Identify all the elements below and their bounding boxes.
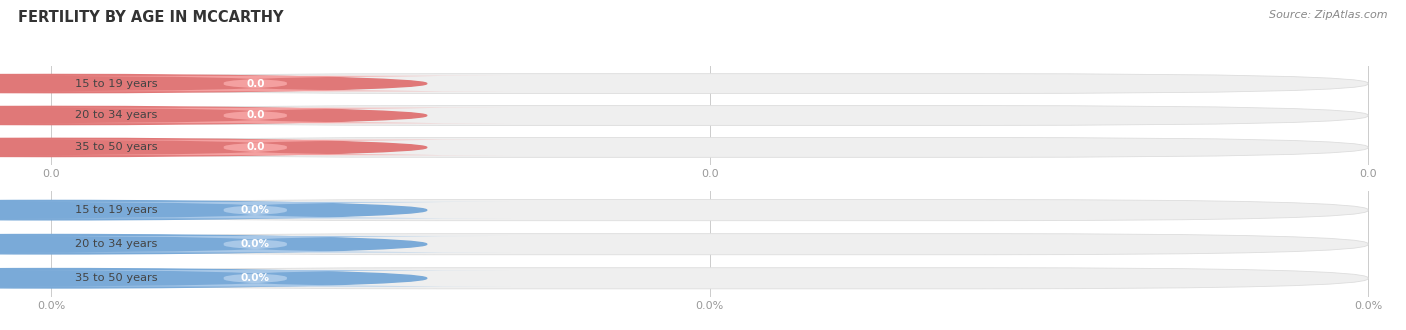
Circle shape bbox=[0, 106, 427, 125]
Text: 0.0: 0.0 bbox=[246, 143, 264, 152]
FancyBboxPatch shape bbox=[51, 138, 1368, 157]
FancyBboxPatch shape bbox=[0, 270, 510, 286]
Circle shape bbox=[0, 75, 427, 93]
Circle shape bbox=[0, 138, 427, 156]
FancyBboxPatch shape bbox=[0, 236, 510, 252]
Text: 0.0: 0.0 bbox=[246, 79, 264, 88]
Text: FERTILITY BY AGE IN MCCARTHY: FERTILITY BY AGE IN MCCARTHY bbox=[18, 10, 284, 25]
Text: 35 to 50 years: 35 to 50 years bbox=[75, 273, 157, 283]
Text: Source: ZipAtlas.com: Source: ZipAtlas.com bbox=[1270, 10, 1388, 20]
FancyBboxPatch shape bbox=[0, 76, 510, 91]
Text: 35 to 50 years: 35 to 50 years bbox=[75, 143, 157, 152]
FancyBboxPatch shape bbox=[0, 108, 510, 123]
FancyBboxPatch shape bbox=[51, 234, 1368, 255]
FancyBboxPatch shape bbox=[51, 268, 1368, 289]
Circle shape bbox=[0, 200, 427, 220]
FancyBboxPatch shape bbox=[51, 200, 1368, 221]
Text: 15 to 19 years: 15 to 19 years bbox=[75, 79, 157, 88]
Text: 0.0%: 0.0% bbox=[240, 273, 270, 283]
FancyBboxPatch shape bbox=[51, 74, 1368, 93]
FancyBboxPatch shape bbox=[0, 140, 510, 155]
Text: 0.0%: 0.0% bbox=[240, 239, 270, 249]
Text: 20 to 34 years: 20 to 34 years bbox=[75, 111, 157, 120]
FancyBboxPatch shape bbox=[0, 202, 510, 218]
Text: 20 to 34 years: 20 to 34 years bbox=[75, 239, 157, 249]
Text: 15 to 19 years: 15 to 19 years bbox=[75, 205, 157, 215]
Circle shape bbox=[0, 269, 427, 288]
Text: 0.0%: 0.0% bbox=[240, 205, 270, 215]
Text: 0.0: 0.0 bbox=[246, 111, 264, 120]
Circle shape bbox=[0, 235, 427, 254]
FancyBboxPatch shape bbox=[51, 106, 1368, 125]
